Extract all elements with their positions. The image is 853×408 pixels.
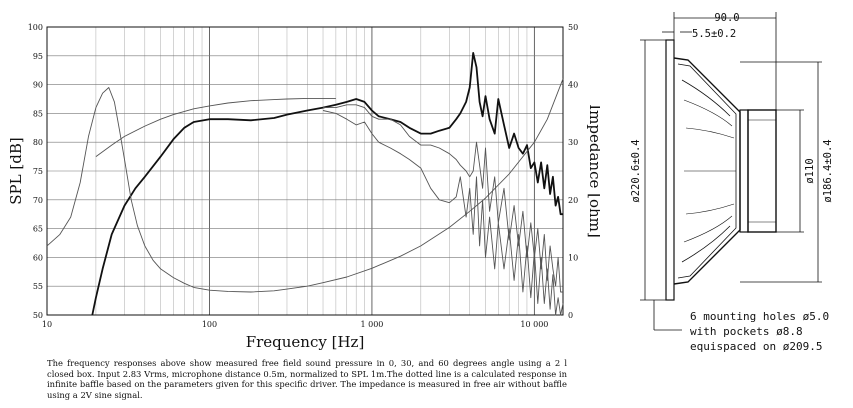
depth-dimension: [662, 12, 777, 110]
mounting-note-line-1: 6 mounting holes ø5.0: [690, 310, 829, 323]
y-tick-label: 95: [33, 52, 43, 61]
x-tick-label: 1 000: [360, 320, 383, 329]
y-tick-label: 100: [28, 23, 43, 32]
speaker-dimension-drawing: 90.0 5.5±0.2 ø220.6±0.4 ø110 ø186.4±0.4 …: [630, 12, 834, 353]
y2-tick-label: 30: [568, 138, 578, 147]
y2-tick-label: 20: [568, 196, 578, 205]
y-tick-label: 50: [33, 311, 43, 320]
chart-ticks: 10 100 1 000 10 000 50 55 60 65 70 75 80 85 90 95 100 0…: [28, 23, 578, 329]
speaker-profile: [665, 39, 777, 301]
x-tick-label: 10: [42, 320, 52, 329]
x-tick-label: 100: [202, 320, 217, 329]
plot-frame: [46, 26, 564, 316]
series-line-2: [323, 104, 563, 293]
outer-diameter-label: ø220.6±0.4: [630, 139, 642, 202]
y2-tick-label: 10: [568, 253, 578, 262]
mounting-note-line-3: equispaced on ø209.5: [690, 340, 822, 353]
y-tick-label: 80: [33, 138, 43, 147]
flange-thickness-label: 5.5±0.2: [692, 28, 736, 40]
y-tick-label: 85: [33, 109, 43, 118]
y-tick-label: 90: [33, 81, 43, 90]
chart-series: [46, 52, 564, 316]
y-tick-label: 75: [33, 167, 43, 176]
series-line-4: [46, 78, 564, 293]
y-tick-label: 55: [33, 282, 43, 291]
diameter-dimensions: [640, 39, 822, 331]
frequency-response-chart: 10 100 1 000 10 000 50 55 60 65 70 75 80 85 90 95 100 0…: [7, 23, 600, 351]
x-tick-label: 10 000: [520, 320, 548, 329]
chart-grid: [46, 26, 563, 316]
series-line-3: [322, 110, 564, 316]
y-tick-label: 70: [33, 196, 43, 205]
series-line-1: [91, 52, 563, 316]
total-depth-label: 90.0: [714, 12, 739, 24]
y2-tick-label: 0: [568, 311, 573, 320]
y2-axis-title: Impedance [ohm]: [586, 104, 600, 238]
series-line-5: [95, 97, 336, 157]
x-axis-title: Frequency [Hz]: [246, 333, 365, 351]
y-tick-label: 60: [33, 253, 43, 262]
y2-tick-label: 40: [568, 81, 578, 90]
cutout-diameter-label: ø186.4±0.4: [822, 139, 834, 202]
magnet-diameter-label: ø110: [804, 158, 816, 183]
chart-caption: The frequency responses above show measu…: [47, 358, 567, 400]
y-tick-label: 65: [33, 225, 43, 234]
y-axis-title: SPL [dB]: [7, 137, 25, 204]
mounting-note-line-2: with pockets ø8.8: [690, 325, 803, 338]
y2-tick-label: 50: [568, 23, 578, 32]
